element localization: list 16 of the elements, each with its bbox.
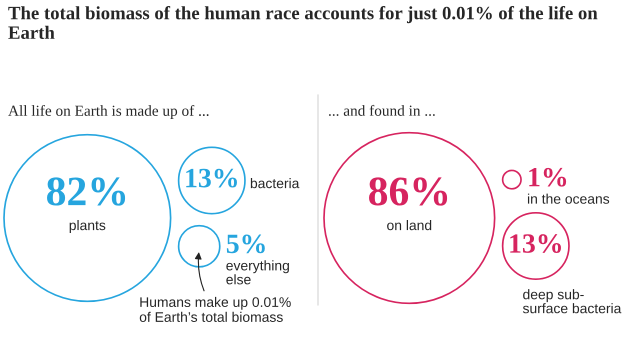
data-label: 5% [226,234,265,254]
category-label: bacteria [250,178,300,188]
category-label: everything else [226,260,289,284]
data-label: 13% [186,168,237,188]
data-label: 13% [510,234,561,254]
data-label: 82% [47,177,126,206]
category-label: in the oceans [528,194,610,204]
category-label: plants [70,220,106,233]
text: All life on Earth is made up of ... [8,104,209,120]
category-label: on land [387,220,432,230]
text: ... and found in ... [329,104,435,116]
text: Humans make up 0.01% of Earth’s total biomass [140,296,291,322]
text: The total biomass of the human race accounts for just 0.01% of the life on Earth [8,6,598,39]
category-label: deep sub- surface bacteria [522,289,622,314]
data-label: 86% [369,177,448,206]
data-label: 1% [529,168,566,187]
